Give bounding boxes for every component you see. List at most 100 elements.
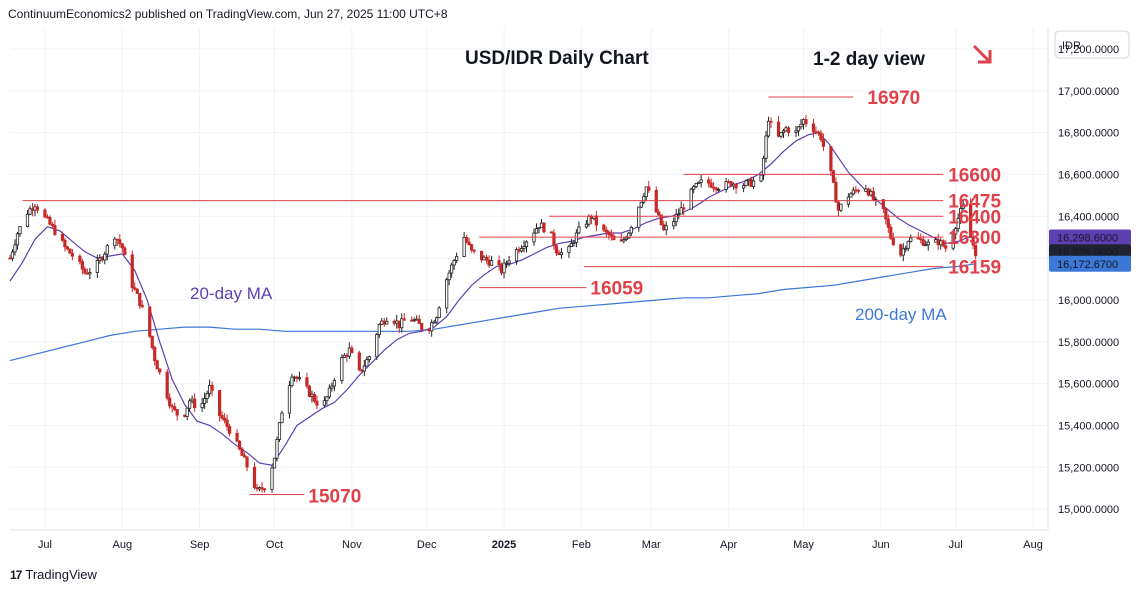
candle	[48, 215, 52, 226]
candle	[13, 239, 17, 256]
candle	[732, 182, 736, 190]
candle	[717, 187, 721, 193]
candle	[514, 247, 519, 265]
candle	[609, 229, 613, 241]
candle	[487, 255, 491, 268]
y-tick-label: 15,800.0000	[1058, 337, 1119, 349]
candle	[569, 239, 574, 248]
candle	[257, 486, 262, 492]
candle	[168, 393, 172, 409]
candle	[682, 203, 686, 216]
candle	[662, 220, 666, 231]
candle	[644, 186, 648, 201]
grid	[10, 28, 1048, 530]
y-tick-label: 15,400.0000	[1058, 420, 1119, 432]
candle	[622, 236, 626, 244]
candle	[240, 447, 244, 456]
candle	[856, 188, 860, 194]
candle	[103, 251, 107, 265]
candle	[697, 181, 701, 185]
ma20-path	[9, 131, 976, 466]
y-tick-label: 16,600.0000	[1058, 169, 1119, 181]
candle	[435, 316, 439, 325]
candle	[592, 215, 596, 221]
candle	[639, 201, 643, 209]
candle	[956, 213, 960, 233]
y-tick-label: 17,200.0000	[1058, 44, 1119, 56]
candle	[365, 356, 369, 367]
candle	[941, 239, 945, 248]
candle	[724, 178, 728, 193]
candle	[83, 266, 87, 275]
candle	[140, 300, 144, 308]
ma20-label: 20-day MA	[190, 284, 273, 303]
candle	[415, 315, 419, 321]
candle	[784, 125, 788, 132]
candle	[677, 208, 681, 220]
candle	[158, 368, 162, 375]
price-label-text: 16,298.6000	[1057, 232, 1118, 244]
candle	[432, 319, 436, 324]
candle	[85, 268, 89, 275]
candle	[712, 182, 716, 193]
candle	[392, 319, 396, 326]
publisher-header: ContinuumEconomics2 published on Trading…	[8, 7, 448, 21]
candle	[537, 227, 541, 234]
candle	[602, 223, 606, 233]
candle	[574, 229, 579, 248]
candle	[357, 350, 361, 372]
candle	[821, 133, 826, 152]
candle	[417, 314, 421, 324]
candle	[679, 201, 683, 215]
candle	[312, 392, 317, 404]
candle	[375, 332, 379, 360]
candle	[961, 199, 965, 210]
candle	[604, 226, 608, 238]
candle	[395, 314, 399, 329]
candle	[270, 465, 274, 493]
x-tick-label: Sep	[190, 539, 210, 551]
candle	[811, 118, 816, 138]
candle	[779, 132, 783, 139]
price-label: 16,298.6000	[1049, 229, 1131, 246]
candle	[936, 233, 940, 251]
candle	[262, 487, 267, 493]
candle	[849, 192, 853, 198]
candle	[801, 118, 806, 130]
candle	[831, 169, 836, 184]
candle	[554, 244, 559, 256]
candle	[410, 316, 414, 322]
candle	[305, 372, 309, 389]
time-axis: Jul Aug Sep Oct Nov Dec 2025 Feb Mar Apr May Jun Jul…	[38, 539, 1043, 551]
candle	[886, 214, 890, 234]
symbol-box[interactable]	[1054, 30, 1130, 59]
level-label: 15070	[308, 486, 361, 507]
candle	[759, 174, 763, 183]
candle	[524, 240, 529, 253]
candle	[275, 436, 279, 462]
candle	[699, 174, 703, 188]
candle	[225, 414, 229, 431]
x-tick-label: Dec	[417, 539, 437, 551]
candle	[205, 390, 209, 403]
candle	[325, 395, 329, 406]
candle	[657, 208, 661, 217]
x-tick-label: Jul	[38, 539, 52, 551]
candle	[190, 395, 194, 404]
candle	[235, 429, 239, 443]
candle	[519, 245, 524, 253]
candle	[744, 179, 748, 187]
x-tick-label: Mar	[642, 539, 661, 551]
candle	[402, 313, 406, 321]
x-tick-label: Aug	[1023, 539, 1043, 551]
candle	[869, 188, 873, 197]
ma200-path	[9, 263, 976, 362]
candle	[200, 397, 204, 412]
arrow-down-right-icon	[972, 44, 992, 64]
candle	[30, 202, 35, 217]
candle	[175, 408, 179, 421]
footer-brand: TradingView	[25, 567, 97, 582]
